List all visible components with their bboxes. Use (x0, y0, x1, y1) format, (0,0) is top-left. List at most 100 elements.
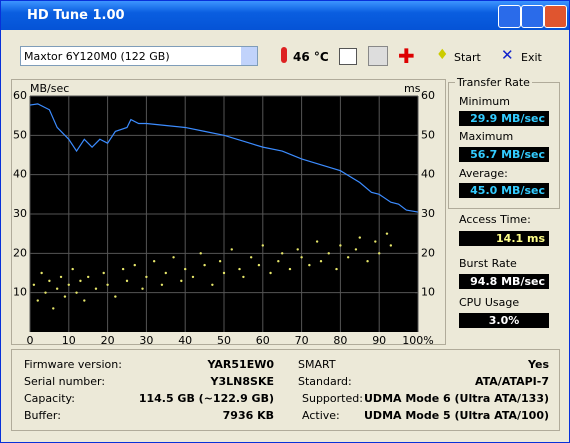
health-button[interactable]: ✚ (398, 44, 415, 68)
access-time-point (335, 267, 338, 271)
access-time-point (141, 287, 144, 290)
y-tick-label: 30 (13, 207, 27, 220)
access-time-point (261, 244, 264, 247)
access-time-point (296, 248, 299, 251)
access-time-point (36, 299, 39, 302)
access-time-point (152, 260, 156, 263)
exit-icon: ✕ (501, 46, 514, 64)
access-time-point (366, 260, 369, 263)
maximum-value: 56.7 MB/sec (459, 147, 549, 162)
access-time-point (257, 263, 261, 267)
x-tick-label: 90 (372, 334, 386, 345)
y2-axis-label: ms (404, 82, 421, 95)
copy-button[interactable] (339, 48, 357, 65)
access-time-point (358, 236, 361, 239)
access-time-point (218, 260, 222, 263)
start-button[interactable]: Start (454, 51, 481, 64)
save-button[interactable] (368, 46, 388, 66)
cpu-usage-value: 3.0% (459, 313, 549, 328)
access-time-point (172, 256, 175, 259)
burst-rate-value: 94.8 MB/sec (459, 274, 549, 289)
access-time-point (249, 256, 253, 259)
access-time-point (211, 283, 214, 286)
y2-tick-label: 40 (421, 168, 435, 181)
info-value: UDMA Mode 5 (Ultra ATA/100) (364, 409, 549, 422)
drive-name: Maxtor 6Y120M0 (122 GB) (24, 50, 170, 63)
y-tick-label: 60 (13, 89, 27, 102)
info-label: Active: (302, 409, 340, 422)
x-tick-label: 100% (402, 334, 433, 345)
info-value: 7936 KB (222, 409, 274, 422)
info-label: Standard: (298, 375, 352, 388)
minimum-label: Minimum (459, 95, 510, 108)
info-value: ATA/ATAPI-7 (474, 375, 549, 388)
access-time-point (300, 256, 303, 259)
y-tick-label: 50 (13, 128, 27, 141)
access-time-point (63, 295, 67, 298)
access-time-point (145, 275, 148, 279)
access-time-point (133, 263, 136, 267)
access-time-point (203, 263, 206, 267)
access-time-point (238, 267, 241, 271)
access-time-value: 14.1 ms (459, 231, 549, 246)
x-tick-label: 20 (101, 334, 115, 345)
access-time-point (315, 240, 319, 243)
temperature: 46 °C (293, 50, 329, 64)
access-time-point (339, 244, 342, 247)
title-bar: HD Tune 1.00 (1, 1, 569, 30)
info-label: Serial number: (24, 375, 106, 388)
exit-button[interactable]: Exit (521, 51, 542, 64)
access-time-point (75, 291, 78, 294)
info-value: Y3LN8SKE (210, 375, 274, 388)
maximize-button[interactable] (521, 5, 544, 28)
chart-frame (11, 79, 446, 345)
info-value: Yes (528, 358, 549, 371)
info-label: Firmware version: (24, 358, 122, 371)
access-time-point (79, 279, 82, 283)
access-time-point (191, 275, 195, 279)
x-tick-label: 40 (178, 334, 192, 345)
y-tick-label: 40 (13, 168, 27, 181)
info-label: Supported: (302, 392, 363, 405)
access-time-point (327, 252, 330, 255)
access-time-point (319, 260, 323, 263)
access-time-point (48, 279, 51, 283)
access-time-point (67, 283, 70, 286)
y2-tick-label: 30 (421, 207, 435, 220)
access-time-point (308, 263, 311, 267)
average-value: 45.0 MB/sec (459, 183, 549, 198)
access-time-point (184, 267, 187, 271)
drive-select[interactable]: Maxtor 6Y120M0 (122 GB) (20, 46, 258, 66)
chart: MB/sec ms 10 20 30 40 50 60 10 20 30 40 50 60 0 10 20 30 4… (11, 79, 446, 345)
thermometer-icon (281, 47, 287, 63)
x-tick-label: 10 (62, 334, 76, 345)
window-title: HD Tune 1.00 (27, 8, 125, 23)
minimize-button[interactable] (498, 5, 521, 28)
info-label: Capacity: (24, 392, 75, 405)
x-tick-label: 50 (217, 334, 231, 345)
access-time-point (281, 252, 284, 255)
dropdown-arrow (241, 47, 257, 65)
info-value: UDMA Mode 6 (Ultra ATA/133) (364, 392, 549, 405)
access-time-point (389, 244, 393, 247)
x-tick-label: 80 (333, 334, 347, 345)
x-tick-label: 30 (139, 334, 153, 345)
access-time-point (180, 279, 183, 283)
access-time-point (52, 307, 55, 310)
close-button[interactable] (544, 5, 567, 28)
y-tick-label: 10 (13, 286, 27, 299)
burst-rate-label: Burst Rate (459, 257, 517, 270)
x-tick-label: 0 (27, 334, 34, 345)
access-time-point (230, 248, 233, 251)
access-time-point (83, 299, 86, 302)
access-time-point (164, 271, 167, 275)
info-label: Buffer: (24, 409, 61, 422)
access-time-point (269, 271, 272, 275)
access-time-point (114, 295, 117, 298)
access-time-point (199, 252, 202, 255)
access-time-point (288, 267, 292, 271)
access-time-point (121, 267, 125, 271)
access-time-point (32, 283, 36, 286)
access-time-point (102, 271, 105, 275)
